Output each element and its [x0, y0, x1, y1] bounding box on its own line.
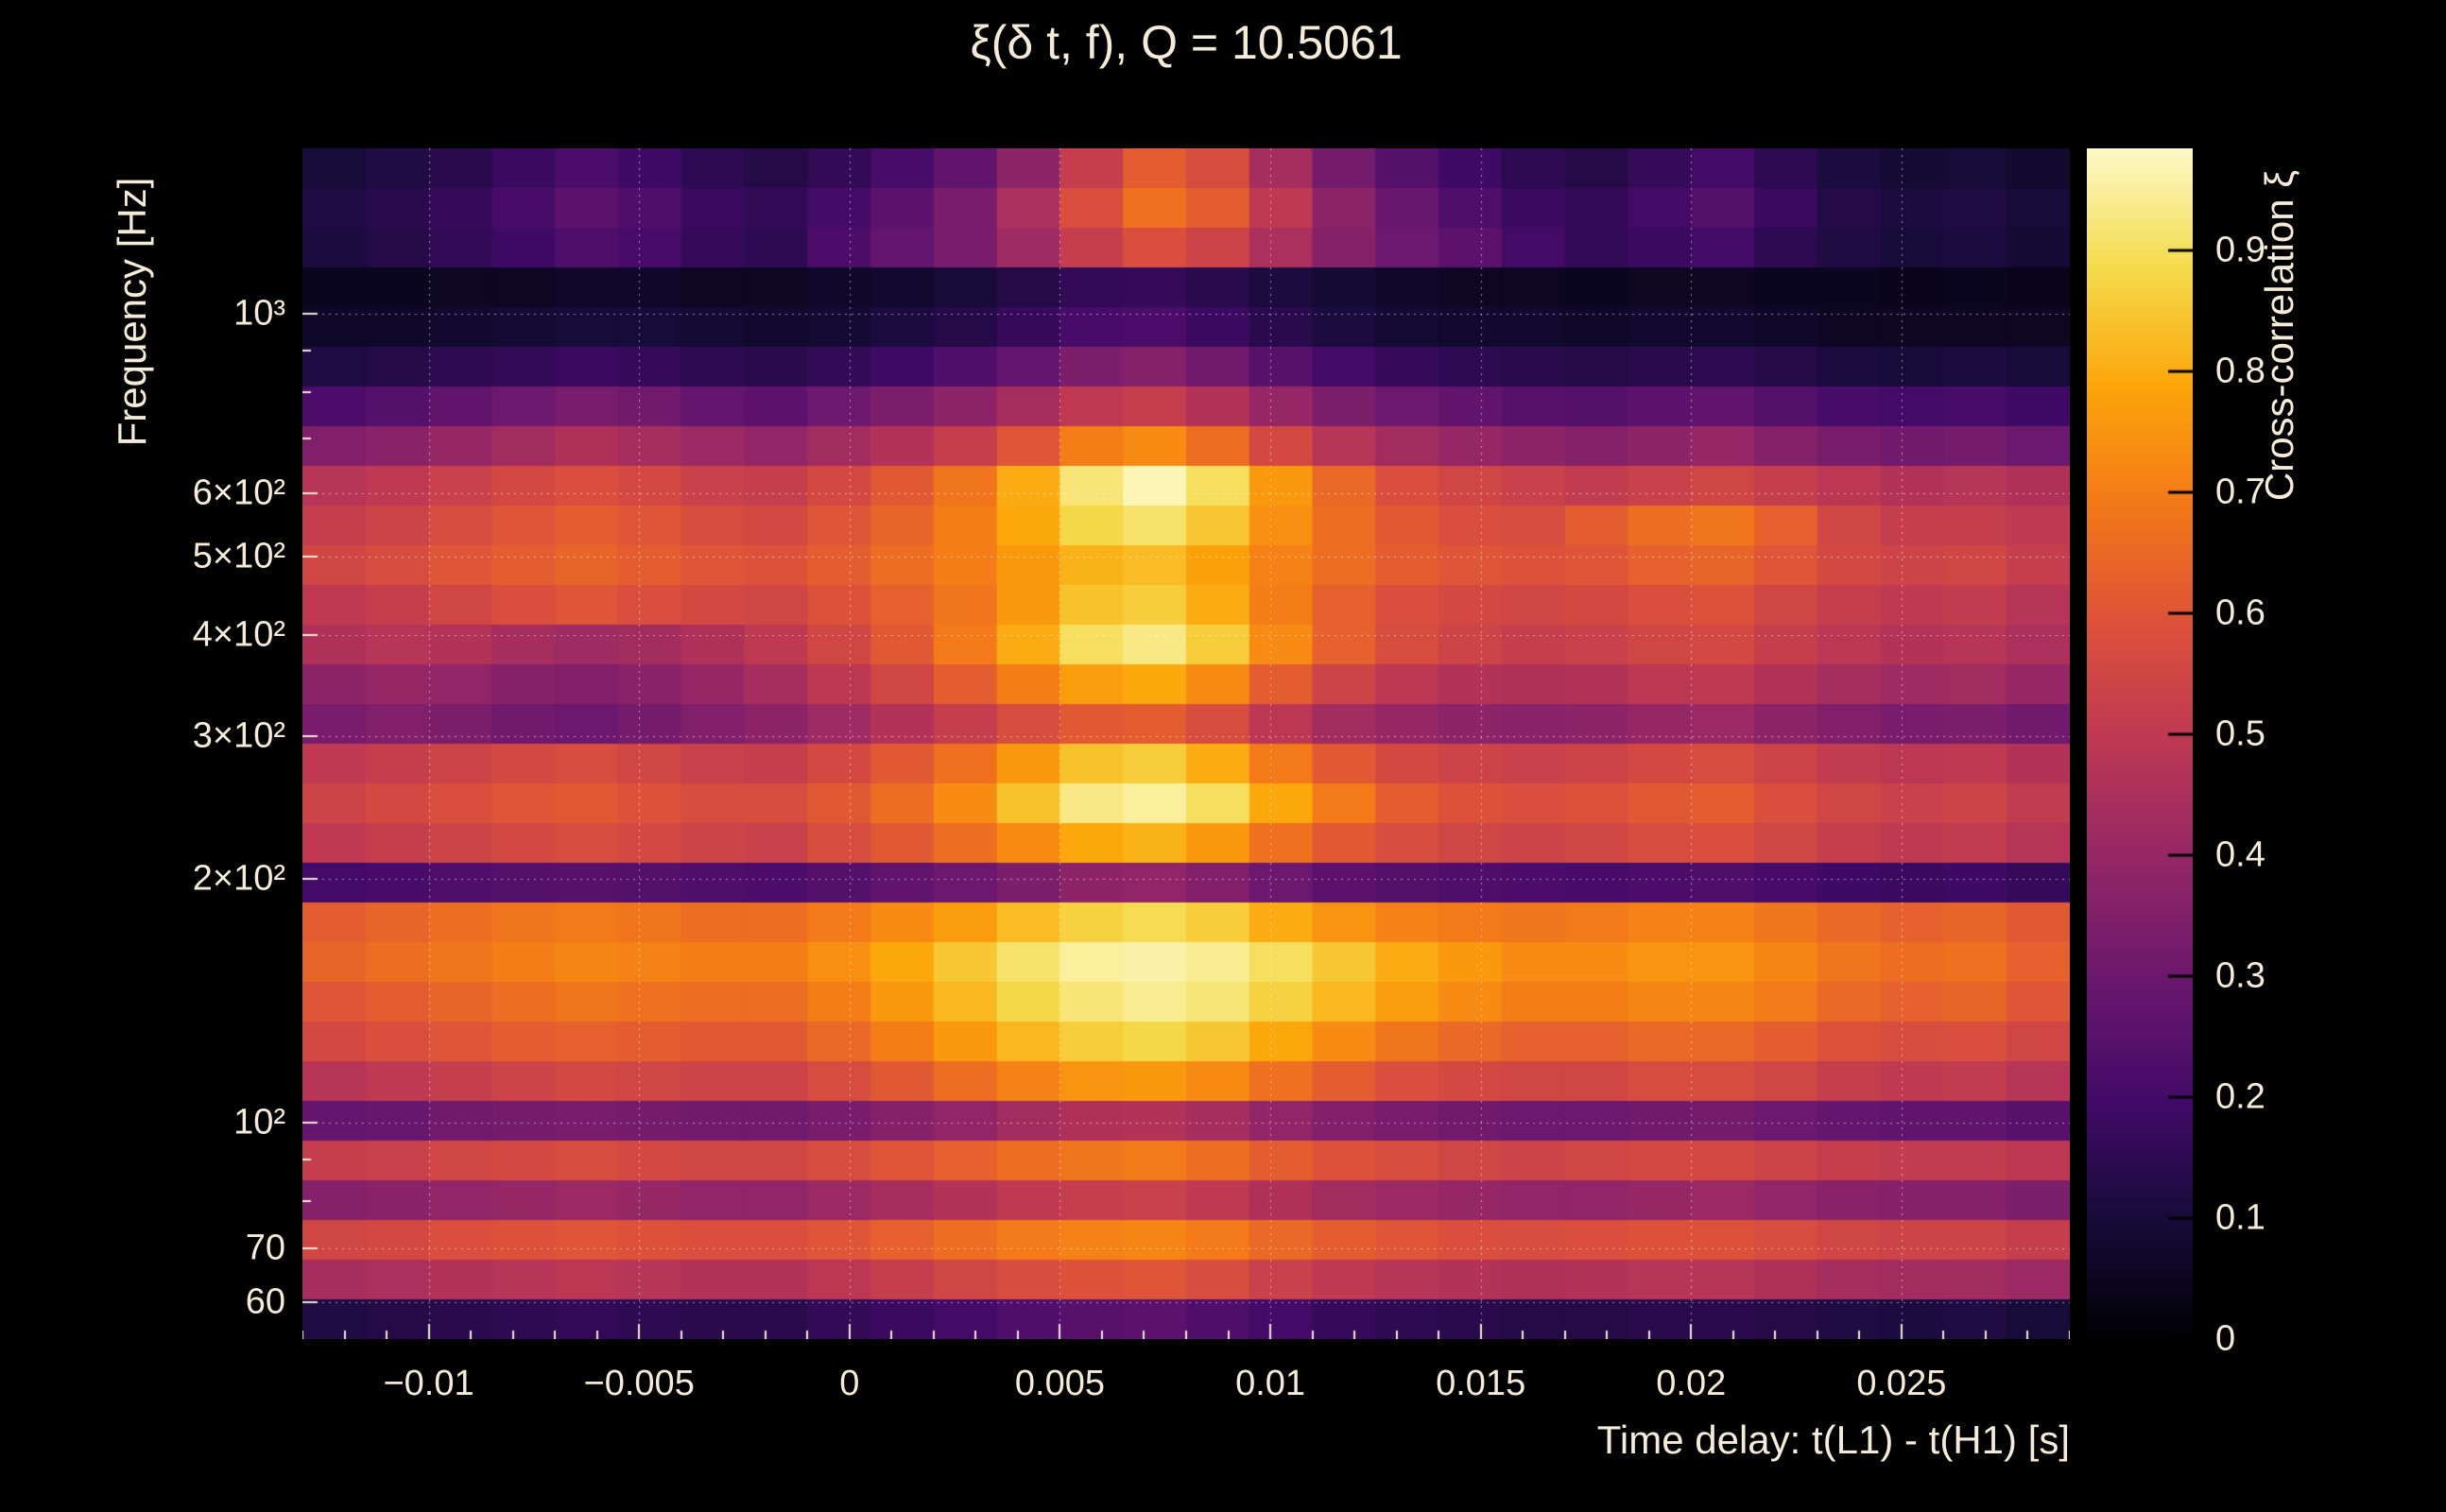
x-tick-label: 0 — [839, 1364, 860, 1403]
y-tick-label: 4×10² — [192, 614, 285, 655]
colorbar-tick-label: 0.7 — [2215, 472, 2265, 512]
x-axis-title: Time delay: t(L1) - t(H1) [s] — [1596, 1418, 2070, 1462]
x-tick-label: −0.01 — [383, 1364, 474, 1403]
colorbar-tick-label: 0.4 — [2215, 834, 2265, 875]
colorbar-tick-label: 0.9 — [2215, 230, 2265, 270]
colorbar-tick-label: 0.8 — [2215, 351, 2265, 391]
y-tick-label: 70 — [245, 1228, 285, 1267]
colorbar-tick-label: 0.6 — [2215, 593, 2265, 633]
x-tick-label: 0.015 — [1436, 1364, 1526, 1403]
y-tick-label: 2×10² — [192, 858, 285, 899]
y-tick-label: 60 — [245, 1281, 285, 1322]
colorbar-title: Cross-correlation ξ — [2257, 169, 2301, 502]
chart-title: ξ(δ t, f), Q = 10.5061 — [970, 16, 1403, 69]
y-axis-title: Frequency [Hz] — [110, 177, 154, 447]
colorbar-tick-label: 0.2 — [2215, 1076, 2265, 1117]
y-tick-label: 6×10² — [192, 472, 285, 513]
y-tick-label: 10³ — [233, 293, 285, 334]
colorbar — [2087, 148, 2193, 1339]
x-tick-label: 0.01 — [1235, 1364, 1306, 1403]
colorbar-tick-label: 0.3 — [2215, 955, 2265, 996]
colorbar-tick-label: 0.5 — [2215, 713, 2265, 754]
y-tick-label: 5×10² — [192, 536, 285, 576]
y-tick-label: 10² — [233, 1102, 285, 1143]
x-tick-label: 0.02 — [1656, 1364, 1727, 1403]
colorbar-tick-label: 0.1 — [2215, 1197, 2265, 1238]
colorbar-tick-label: 0 — [2215, 1318, 2236, 1359]
heatmap — [302, 148, 2070, 1339]
x-tick-label: 0.005 — [1014, 1364, 1105, 1403]
x-tick-label: 0.025 — [1856, 1364, 1947, 1403]
x-tick-label: −0.005 — [583, 1364, 695, 1403]
y-tick-label: 3×10² — [192, 715, 285, 756]
